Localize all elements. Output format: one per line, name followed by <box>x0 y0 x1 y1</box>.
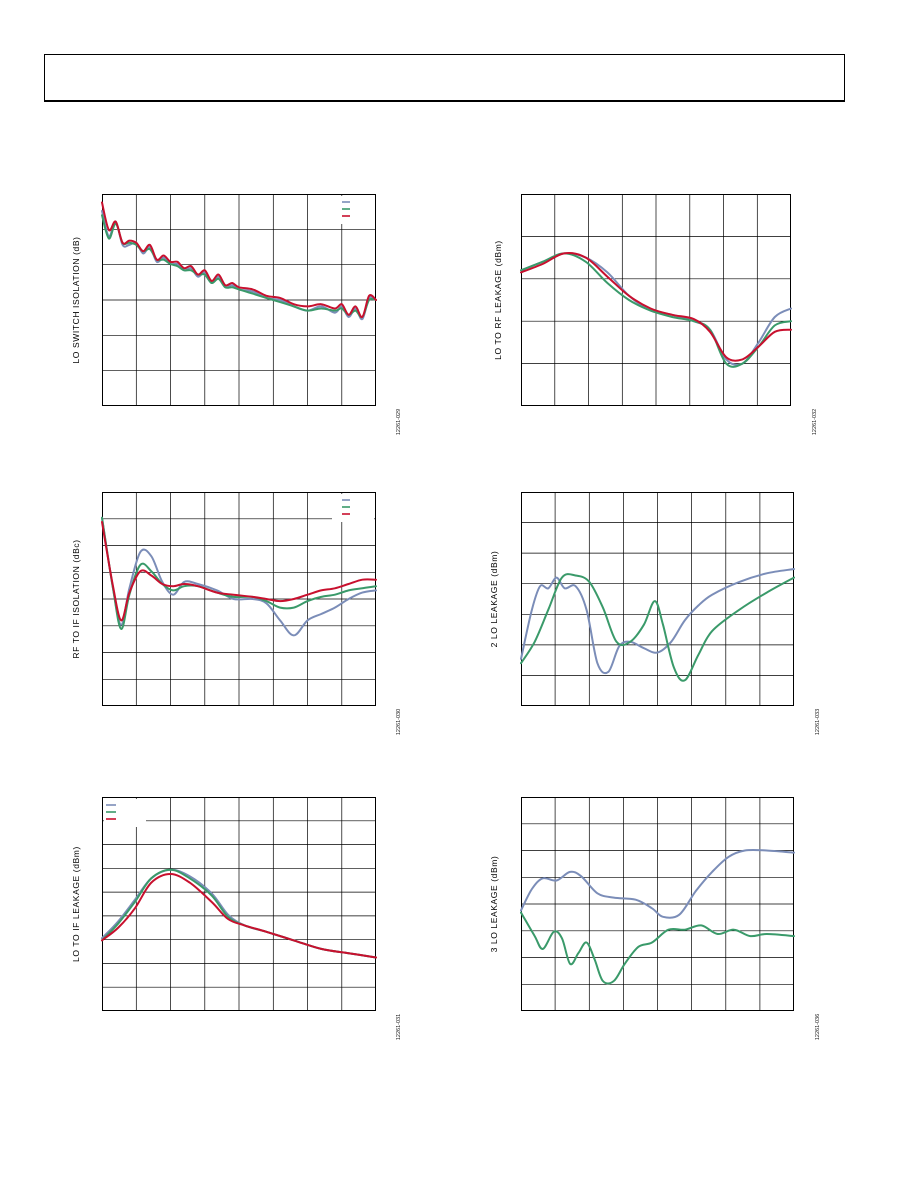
plot-frame <box>102 797 376 1011</box>
plot-frame <box>521 797 794 1011</box>
chart-lo-to-if-leakage <box>101 797 377 1011</box>
figure-number: 12261-033 <box>815 708 821 736</box>
figure-number: 12261-032 <box>812 408 818 436</box>
series-line-red <box>101 521 377 622</box>
figure-number: 12261-036 <box>815 1013 821 1041</box>
ylabel-3lo-leakage: 3 LO LEAKAGE (dBm) <box>489 855 499 953</box>
figure-number: 12261-029 <box>396 408 402 436</box>
chart-rf-to-if-isolation <box>101 492 377 706</box>
legend-box <box>332 196 374 224</box>
plot-frame <box>521 492 794 706</box>
series-line-red <box>101 201 377 319</box>
series-line-green <box>520 573 795 682</box>
plot-frame <box>521 194 791 406</box>
legend-box <box>104 799 146 827</box>
ylabel-2lo-leakage: 2 LO LEAKAGE (dBm) <box>489 550 499 648</box>
plot-frame <box>102 492 376 706</box>
figure-number: 12261-031 <box>396 1013 402 1041</box>
series-line-green <box>520 911 795 985</box>
chart-2lo-leakage <box>520 492 795 706</box>
series-line-red <box>101 873 377 959</box>
legend-box <box>332 494 374 522</box>
series-line-blue <box>520 568 795 675</box>
series-line-green <box>520 252 792 368</box>
ylabel-rf-to-if-isolation: RF TO IF ISOLATION (dBc) <box>71 539 81 659</box>
series-line-blue <box>520 848 795 919</box>
chart-lo-to-rf-leakage <box>520 194 792 406</box>
page-header-frame <box>44 54 845 102</box>
ylabel-lo-to-rf-leakage: LO TO RF LEAKAGE (dBm) <box>493 240 503 360</box>
figure-number: 12261-030 <box>396 708 402 736</box>
ylabel-lo-to-if-leakage: LO TO IF LEAKAGE (dBm) <box>71 846 81 962</box>
chart-lo-switch-isolation <box>101 194 377 406</box>
ylabel-lo-switch-isolation: LO SWITCH ISOLATION (dB) <box>71 236 81 364</box>
series-line-red <box>520 252 792 362</box>
chart-3lo-leakage <box>520 797 795 1011</box>
